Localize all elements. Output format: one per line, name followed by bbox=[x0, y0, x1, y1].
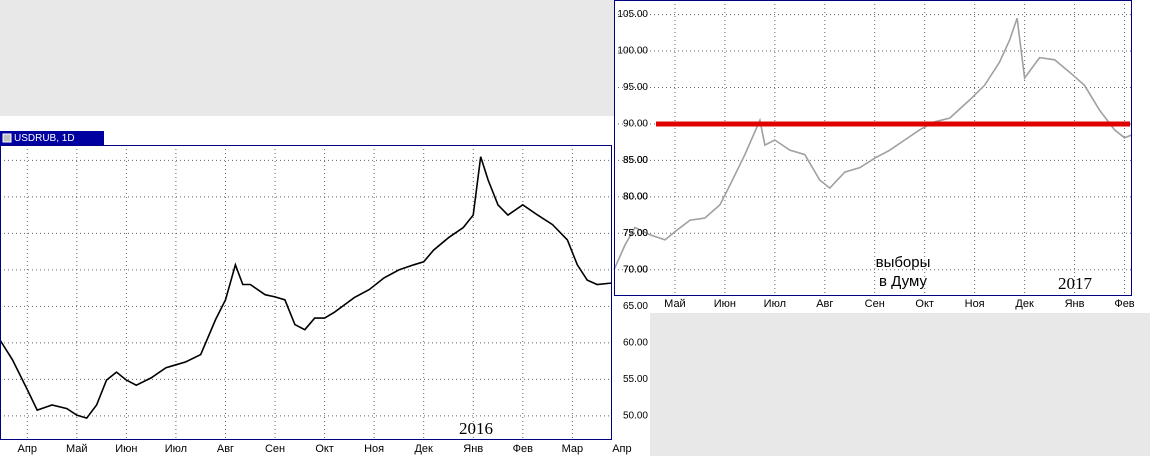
window-title: USDRUB, 1D bbox=[14, 133, 75, 144]
x-tick-label: Апр bbox=[18, 443, 37, 455]
y-tick-label: 55.00 bbox=[623, 374, 648, 385]
price-line bbox=[613, 17, 1133, 271]
y-tick-label: 100.00 bbox=[617, 46, 648, 57]
background-panel bbox=[650, 313, 1150, 456]
y-tick-label: 85.00 bbox=[623, 155, 648, 166]
y-tick-label: 80.00 bbox=[623, 191, 648, 202]
window-icon bbox=[2, 133, 12, 143]
x-tick-label: Окт bbox=[315, 443, 334, 455]
x-tick-label: Июн bbox=[115, 443, 137, 455]
x-tick-label: Июл bbox=[165, 443, 187, 455]
x-tick-label: Сен bbox=[265, 443, 285, 455]
note: в Думу bbox=[879, 273, 927, 290]
y-tick-label: 65.00 bbox=[623, 301, 648, 312]
x-tick-label: Июн bbox=[714, 298, 736, 310]
x-tick-label: Авг bbox=[816, 298, 833, 310]
y-tick-label: 80.00 bbox=[623, 191, 648, 202]
x-tick-label: Янв bbox=[1065, 298, 1085, 310]
annotation: 2017 bbox=[1058, 274, 1093, 293]
x-tick-label: Мар bbox=[562, 443, 584, 455]
window-title-bar bbox=[0, 131, 104, 145]
plot-area bbox=[614, 0, 1132, 296]
x-tick-label: Июл bbox=[764, 298, 786, 310]
y-tick-label: 75.00 bbox=[623, 228, 648, 239]
x-tick-label: Дек bbox=[414, 443, 433, 455]
y-tick-label: 70.00 bbox=[623, 264, 648, 275]
x-tick-label: Окт bbox=[915, 298, 934, 310]
x-tick-label: Фев bbox=[1114, 298, 1134, 310]
y-tick-label: 85.00 bbox=[623, 155, 648, 166]
x-tick-label: Ноя bbox=[364, 443, 384, 455]
x-tick-label: Дек bbox=[1015, 298, 1034, 310]
x-tick-label: Апр bbox=[612, 443, 631, 455]
x-tick-label: Май bbox=[664, 298, 686, 310]
annotation: 2016 bbox=[459, 419, 493, 438]
x-tick-label: Фев bbox=[513, 443, 533, 455]
plot-border bbox=[0, 145, 612, 440]
x-tick-label: Май bbox=[66, 443, 88, 455]
x-tick-label: Ноя bbox=[965, 298, 985, 310]
y-tick-label: 70.00 bbox=[623, 265, 648, 276]
y-tick-label: 50.00 bbox=[623, 411, 648, 422]
y-tick-label: 75.00 bbox=[623, 228, 648, 239]
y-tick-label: 105.00 bbox=[617, 9, 648, 20]
y-tick-label: 60.00 bbox=[623, 338, 648, 349]
plot-border bbox=[614, 0, 1132, 296]
y-tick-label: 95.00 bbox=[623, 82, 648, 93]
y-tick-label: 90.00 bbox=[623, 119, 648, 130]
x-tick-label: Авг bbox=[217, 443, 234, 455]
background-panel bbox=[0, 0, 614, 116]
x-tick-label: Янв bbox=[463, 443, 483, 455]
note: выборы bbox=[876, 254, 931, 271]
price-line bbox=[0, 156, 613, 420]
x-tick-label: Сен bbox=[865, 298, 885, 310]
plot-area bbox=[0, 145, 612, 440]
